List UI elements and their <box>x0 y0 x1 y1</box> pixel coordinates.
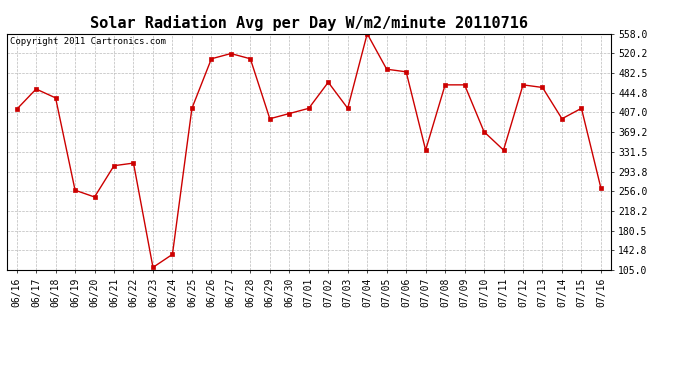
Title: Solar Radiation Avg per Day W/m2/minute 20110716: Solar Radiation Avg per Day W/m2/minute … <box>90 15 528 31</box>
Text: Copyright 2011 Cartronics.com: Copyright 2011 Cartronics.com <box>10 37 166 46</box>
